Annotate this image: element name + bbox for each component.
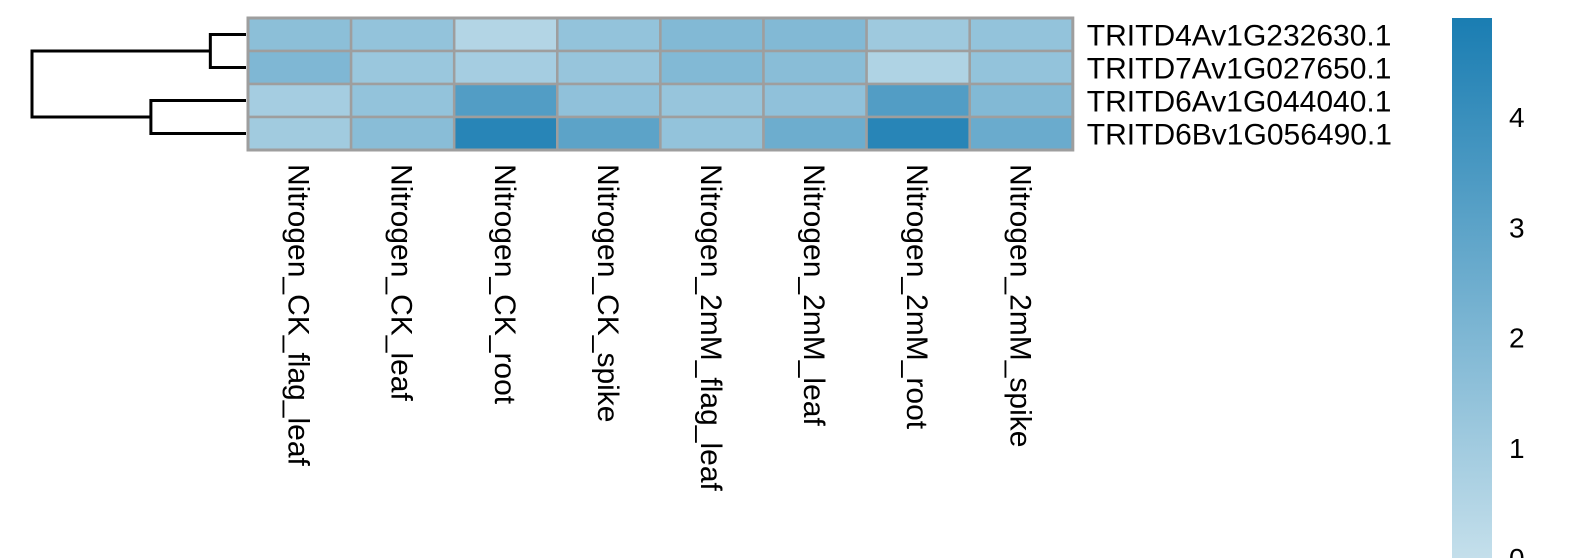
column-label: Nitrogen_2mM_leaf [797, 164, 830, 426]
column-label: Nitrogen_2mM_flag_leaf [694, 164, 727, 492]
column-label: Nitrogen_CK_root [488, 164, 521, 405]
heatmap-cell [452, 115, 559, 152]
heatmap-cell [349, 115, 456, 152]
heatmap-cell [556, 49, 662, 86]
heatmap-cell [762, 82, 868, 119]
column-label: Nitrogen_CK_spike [591, 164, 624, 422]
row-label: TRITD4Av1G232630.1 [1087, 20, 1392, 53]
column-labels: Nitrogen_CK_flag_leaf Nitrogen_CK_leaf Nit… [282, 164, 1037, 492]
heatmap-cell [246, 49, 353, 86]
row-label: TRITD6Av1G044040.1 [1087, 86, 1392, 119]
heatmap-cell [349, 16, 456, 53]
colorbar-tick-label: 2 [1509, 323, 1525, 354]
heatmap-cell [865, 82, 971, 119]
heatmap-cell [762, 115, 868, 152]
dendrogram-branch [149, 99, 246, 135]
heatmap-cell [349, 49, 456, 86]
heatmap-cell [659, 49, 765, 86]
heatmap-cell [659, 82, 765, 119]
dendrogram-branch [208, 33, 246, 69]
heatmap-border [246, 16, 1075, 152]
heatmap-cell [762, 16, 868, 53]
column-label: Nitrogen_CK_flag_leaf [282, 164, 315, 467]
colorbar-tick-label: 3 [1509, 212, 1525, 243]
heatmap-cell [968, 49, 1075, 86]
heatmap-cells [246, 16, 1075, 152]
heatmap-cell [659, 16, 765, 53]
colorbar-bar [1452, 18, 1492, 558]
colorbar-tick-label: 0 [1509, 543, 1525, 558]
colorbar: 0 1 2 3 4 [1452, 18, 1525, 558]
heatmap-cell [556, 82, 662, 119]
heatmap-cell [762, 49, 868, 86]
row-labels: TRITD4Av1G232630.1TRITD7Av1G027650.1TRIT… [1087, 20, 1392, 152]
heatmap-cell [865, 49, 971, 86]
heatmap-cell [659, 115, 765, 152]
heatmap-cell [556, 16, 662, 53]
dendrogram-branch [30, 49, 211, 119]
row-label: TRITD6Bv1G056490.1 [1087, 119, 1392, 152]
heatmap-cell [349, 82, 456, 119]
heatmap-cell [246, 16, 353, 53]
heatmap-cell [968, 16, 1075, 53]
heatmap-cell [452, 82, 559, 119]
heatmap-cell [556, 115, 662, 152]
heatmap-cell [246, 115, 353, 152]
column-label: Nitrogen_2mM_spike [1003, 164, 1036, 447]
heatmap-cell [452, 16, 559, 53]
row-dendrogram [30, 33, 246, 135]
colorbar-tick-label: 4 [1509, 102, 1525, 133]
heatmap-cell [968, 115, 1075, 152]
heatmap-cell [865, 115, 971, 152]
column-label: Nitrogen_2mM_root [900, 164, 933, 430]
heatmap-cell [865, 16, 971, 53]
heatmap-cell [246, 82, 353, 119]
colorbar-tick-label: 1 [1509, 433, 1525, 464]
heatmap-cell [968, 82, 1075, 119]
heatmap-cell [452, 49, 559, 86]
column-label: Nitrogen_CK_leaf [385, 164, 418, 401]
row-label: TRITD7Av1G027650.1 [1087, 53, 1392, 86]
